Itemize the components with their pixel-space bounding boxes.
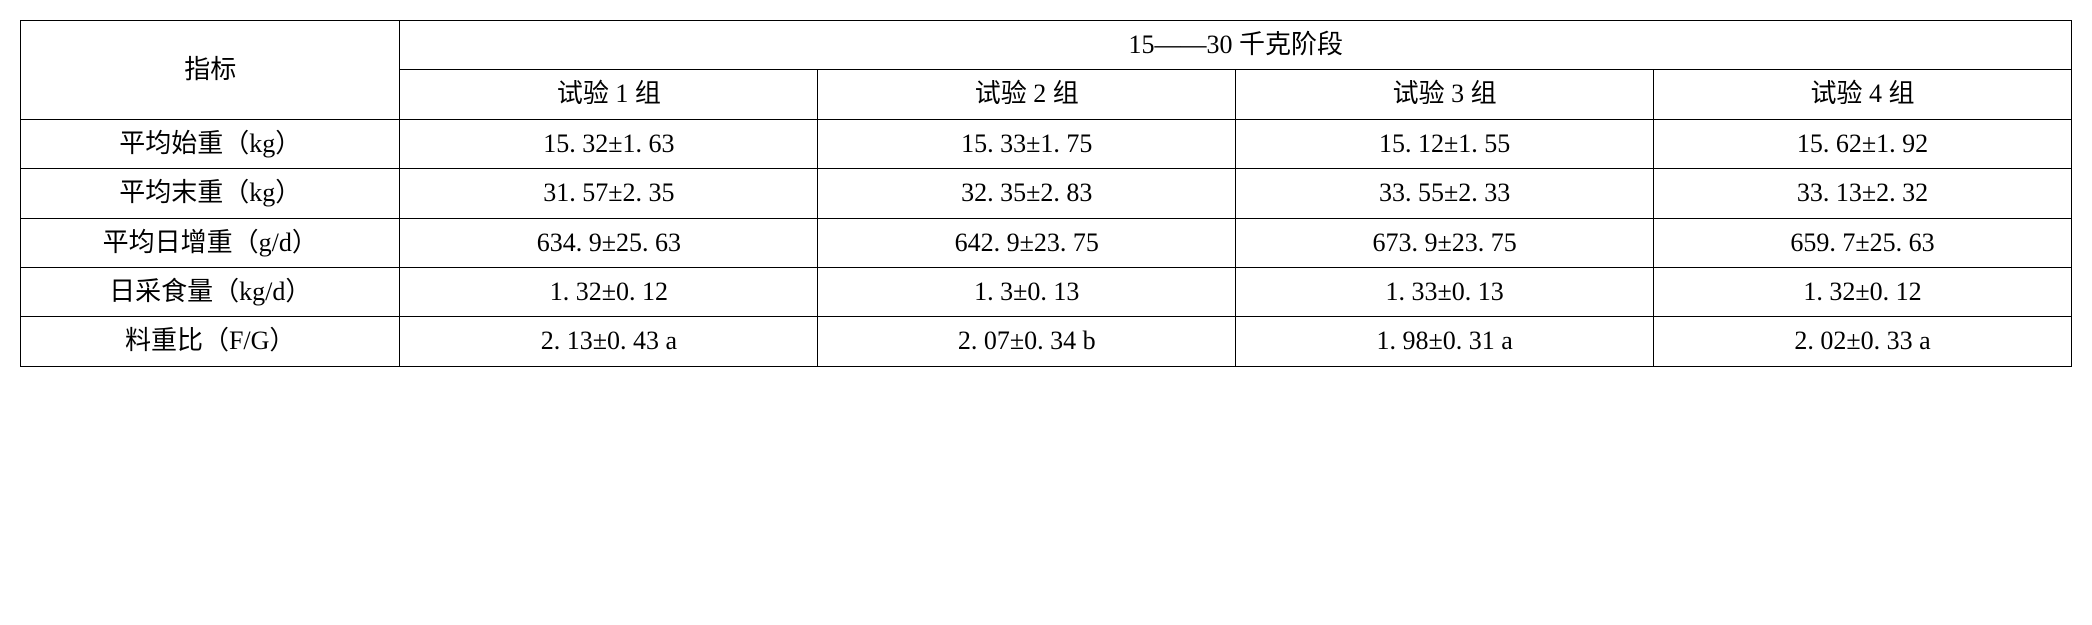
cell-value: 33. 13±2. 32 <box>1654 169 2072 218</box>
header-group-4: 试验 4 组 <box>1654 70 2072 119</box>
row-label: 平均日增重（g/d） <box>21 218 400 267</box>
header-indicator: 指标 <box>21 21 400 120</box>
cell-value: 15. 62±1. 92 <box>1654 119 2072 168</box>
row-label: 平均末重（kg） <box>21 169 400 218</box>
cell-value: 2. 07±0. 34 b <box>818 317 1236 366</box>
cell-value: 1. 32±0. 12 <box>400 267 818 316</box>
cell-value: 2. 13±0. 43 a <box>400 317 818 366</box>
cell-value: 15. 12±1. 55 <box>1236 119 1654 168</box>
cell-value: 32. 35±2. 83 <box>818 169 1236 218</box>
row-label: 料重比（F/G） <box>21 317 400 366</box>
table-header-row-1: 指标 15——30 千克阶段 <box>21 21 2072 70</box>
cell-value: 634. 9±25. 63 <box>400 218 818 267</box>
table-row: 平均始重（kg） 15. 32±1. 63 15. 33±1. 75 15. 1… <box>21 119 2072 168</box>
cell-value: 1. 98±0. 31 a <box>1236 317 1654 366</box>
header-group-1: 试验 1 组 <box>400 70 818 119</box>
cell-value: 15. 32±1. 63 <box>400 119 818 168</box>
cell-value: 673. 9±23. 75 <box>1236 218 1654 267</box>
cell-value: 1. 32±0. 12 <box>1654 267 2072 316</box>
cell-value: 31. 57±2. 35 <box>400 169 818 218</box>
table-row: 平均日增重（g/d） 634. 9±25. 63 642. 9±23. 75 6… <box>21 218 2072 267</box>
table-row: 料重比（F/G） 2. 13±0. 43 a 2. 07±0. 34 b 1. … <box>21 317 2072 366</box>
cell-value: 659. 7±25. 63 <box>1654 218 2072 267</box>
header-group-2: 试验 2 组 <box>818 70 1236 119</box>
table-row: 平均末重（kg） 31. 57±2. 35 32. 35±2. 83 33. 5… <box>21 169 2072 218</box>
cell-value: 33. 55±2. 33 <box>1236 169 1654 218</box>
cell-value: 1. 3±0. 13 <box>818 267 1236 316</box>
cell-value: 15. 33±1. 75 <box>818 119 1236 168</box>
table-row: 日采食量（kg/d） 1. 32±0. 12 1. 3±0. 13 1. 33±… <box>21 267 2072 316</box>
header-group-3: 试验 3 组 <box>1236 70 1654 119</box>
row-label: 平均始重（kg） <box>21 119 400 168</box>
row-label: 日采食量（kg/d） <box>21 267 400 316</box>
data-table: 指标 15——30 千克阶段 试验 1 组 试验 2 组 试验 3 组 试验 4… <box>20 20 2072 367</box>
cell-value: 2. 02±0. 33 a <box>1654 317 2072 366</box>
cell-value: 642. 9±23. 75 <box>818 218 1236 267</box>
header-stage: 15——30 千克阶段 <box>400 21 2072 70</box>
cell-value: 1. 33±0. 13 <box>1236 267 1654 316</box>
